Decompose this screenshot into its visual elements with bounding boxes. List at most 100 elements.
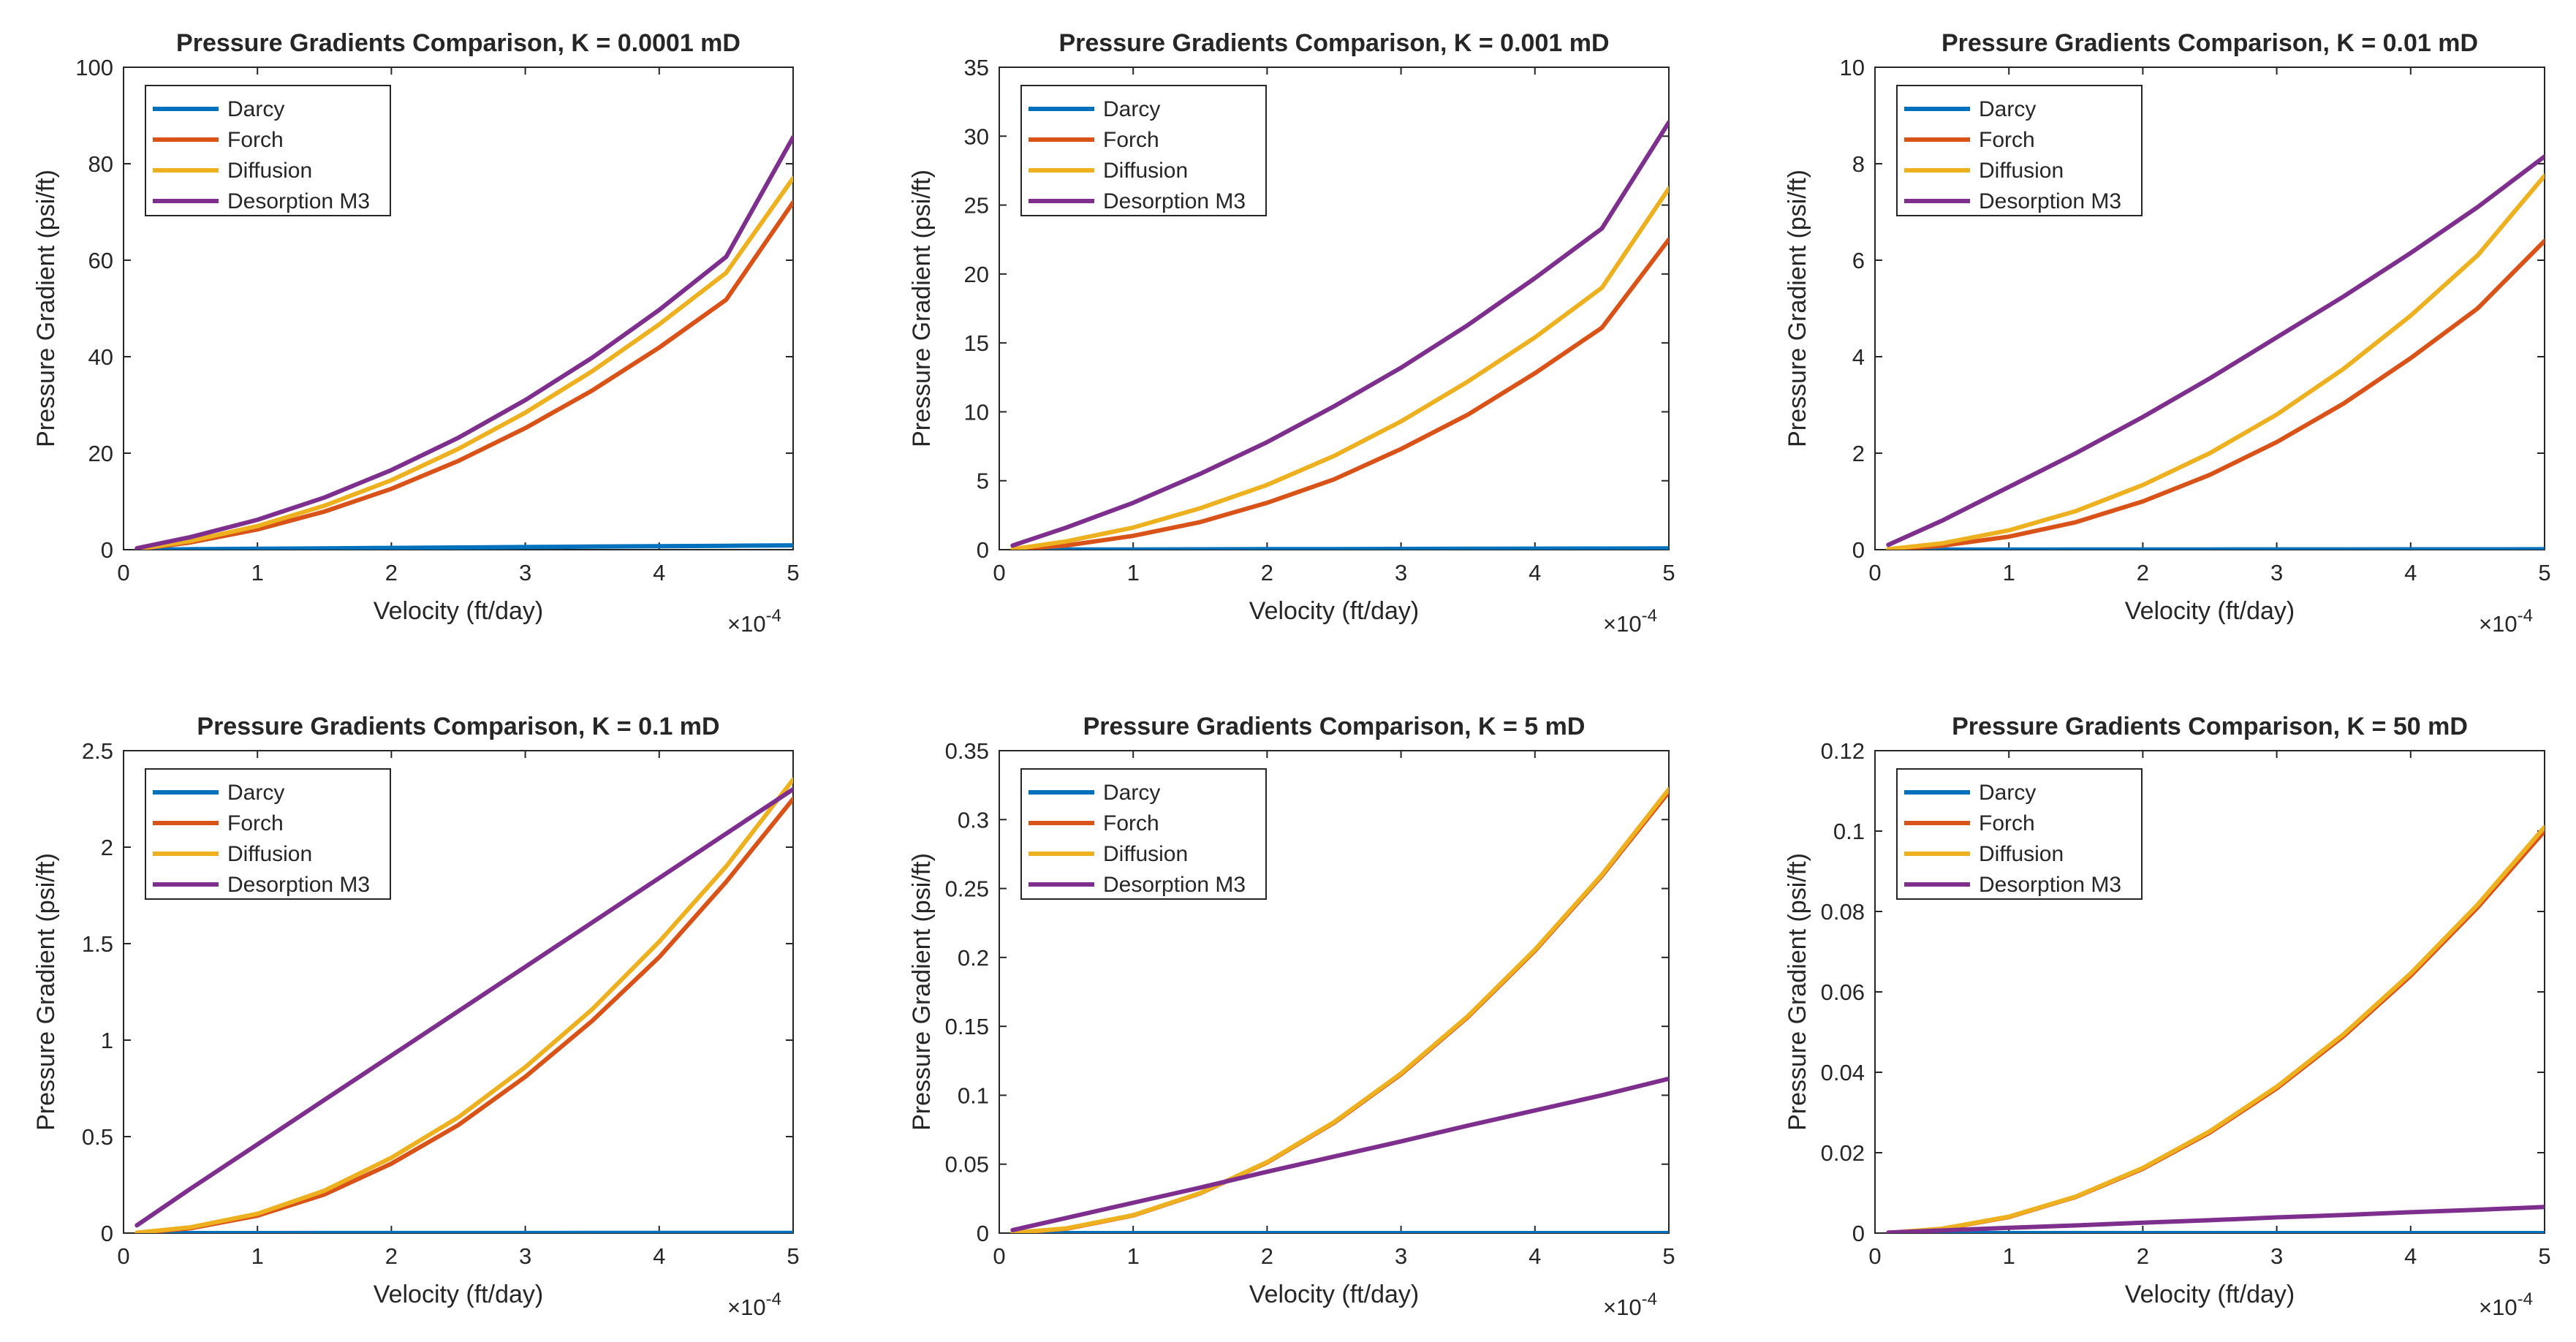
chart-panel-2: Pressure Gradients Comparison, K = 0.001… (908, 29, 1675, 637)
legend-entry: Diffusion (227, 842, 312, 866)
chart-title: Pressure Gradients Comparison, K = 0.1 m… (197, 713, 719, 740)
x-tick-label: 2 (385, 560, 398, 585)
y-tick-label: 0 (101, 537, 113, 563)
x-tick-label: 2 (1261, 560, 1273, 585)
y-tick-label: 0.08 (1821, 899, 1865, 925)
legend-entry: Darcy (1979, 781, 2036, 805)
y-tick-label: 30 (964, 124, 989, 149)
x-tick-label: 5 (787, 1243, 799, 1269)
x-exponent-power: -4 (1642, 1289, 1657, 1309)
series-line-forch (1886, 238, 2545, 550)
x-axis-label: Velocity (ft/day) (2125, 597, 2295, 625)
x-exponent-power: -4 (766, 606, 781, 626)
legend-entry: Diffusion (1103, 842, 1188, 866)
x-exponent-label: ×10-4 (727, 606, 781, 637)
y-tick-label: 20 (964, 262, 989, 287)
y-axis-label: Pressure Gradient (psi/ft) (1784, 853, 1811, 1131)
x-tick-label: 1 (2003, 560, 2015, 585)
chart-panel-3: Pressure Gradients Comparison, K = 0.01 … (1784, 29, 2551, 637)
legend: Darcy Forch Diffusion Desorption M3 (1020, 768, 1267, 900)
x-tick-label: 4 (1528, 1243, 1541, 1269)
legend: Darcy Forch Diffusion Desorption M3 (145, 85, 391, 216)
chart-title: Pressure Gradients Comparison, K = 50 mD (1952, 713, 2468, 740)
x-tick-label: 1 (1127, 560, 1140, 585)
series-line-darcy (1886, 547, 2545, 550)
chart-title: Pressure Gradients Comparison, K = 0.01 … (1942, 29, 2478, 57)
legend-entry: Forch (1979, 811, 2035, 835)
y-tick-label: 40 (88, 344, 113, 370)
x-tick-label: 2 (1261, 1243, 1273, 1269)
legend-entry: Darcy (227, 97, 284, 121)
y-tick-label: 5 (977, 469, 989, 494)
y-tick-label: 2.5 (82, 738, 113, 764)
x-exponent-base: ×10 (2479, 1294, 2518, 1320)
y-tick-label: 0 (977, 537, 989, 563)
x-tick-label: 3 (519, 560, 531, 585)
legend-entry: Forch (1979, 128, 2035, 152)
y-tick-label: 0 (1852, 1221, 1865, 1246)
y-tick-label: 0.3 (958, 807, 989, 833)
x-exponent-base: ×10 (1603, 611, 1642, 637)
legend: Darcy Forch Diffusion Desorption M3 (145, 768, 391, 900)
x-exponent-power: -4 (766, 1289, 781, 1309)
x-tick-label: 3 (519, 1243, 531, 1269)
x-tick-label: 3 (1395, 560, 1407, 585)
x-axis-label: Velocity (ft/day) (1249, 597, 1419, 625)
x-tick-label: 1 (1127, 1243, 1140, 1269)
series-line-desorption-m3 (1010, 1076, 1669, 1232)
x-tick-label: 1 (251, 1243, 264, 1269)
x-exponent-base: ×10 (727, 1294, 766, 1320)
x-exponent-power: -4 (2518, 1289, 2533, 1309)
y-tick-label: 60 (88, 248, 113, 273)
y-tick-label: 15 (964, 330, 989, 356)
x-axis-label: Velocity (ft/day) (374, 1281, 543, 1308)
y-tick-label: 0.04 (1821, 1060, 1865, 1085)
y-axis-label: Pressure Gradient (psi/ft) (908, 853, 936, 1131)
y-tick-label: 0 (101, 1221, 113, 1246)
y-axis-label: Pressure Gradient (psi/ft) (32, 170, 60, 447)
chart-title: Pressure Gradients Comparison, K = 0.001… (1058, 29, 1609, 57)
chart-panel-1: Pressure Gradients Comparison, K = 0.000… (32, 29, 800, 637)
series-line-diffusion (1010, 786, 1669, 1233)
y-tick-label: 0 (977, 1221, 989, 1246)
series-line-desorption-m3 (1886, 1205, 2545, 1233)
chart-title: Pressure Gradients Comparison, K = 5 mD (1083, 713, 1586, 740)
x-tick-label: 3 (2270, 1243, 2283, 1269)
legend-entry: Desorption M3 (227, 873, 370, 897)
legend-entry: Diffusion (1103, 159, 1188, 183)
y-tick-label: 35 (964, 55, 989, 80)
y-tick-label: 4 (1852, 344, 1865, 370)
y-tick-label: 20 (88, 441, 113, 466)
legend-entry: Desorption M3 (1979, 189, 2121, 213)
x-tick-label: 4 (2404, 1243, 2417, 1269)
chart-panel-4: Pressure Gradients Comparison, K = 0.1 m… (32, 713, 800, 1320)
series-line-diffusion (135, 777, 793, 1233)
series-line-diffusion (1886, 824, 2545, 1233)
x-tick-label: 2 (385, 1243, 398, 1269)
y-tick-label: 0.02 (1821, 1140, 1865, 1166)
y-tick-label: 2 (101, 835, 113, 860)
legend-entry: Darcy (1103, 97, 1160, 121)
x-exponent-base: ×10 (1603, 1294, 1642, 1320)
x-axis-label: Velocity (ft/day) (2125, 1281, 2295, 1308)
y-tick-label: 0.12 (1821, 738, 1865, 764)
chart-panel-5: Pressure Gradients Comparison, K = 5 mD 0… (908, 713, 1675, 1320)
x-axis-label: Velocity (ft/day) (1249, 1281, 1419, 1308)
x-tick-label: 5 (787, 560, 799, 585)
x-exponent-label: ×10-4 (727, 1289, 781, 1320)
y-tick-label: 10 (964, 399, 989, 425)
series-line-desorption-m3 (135, 786, 793, 1228)
x-tick-label: 2 (2137, 560, 2149, 585)
x-tick-label: 3 (2270, 560, 2283, 585)
legend-entry: Diffusion (1979, 159, 2064, 183)
legend-entry: Forch (1103, 128, 1159, 152)
legend-entry: Desorption M3 (1979, 873, 2121, 897)
y-tick-label: 0.06 (1821, 979, 1865, 1005)
chart-title: Pressure Gradients Comparison, K = 0.000… (176, 29, 740, 57)
y-tick-label: 0.05 (945, 1152, 989, 1178)
y-tick-label: 0 (1852, 537, 1865, 563)
x-exponent-label: ×10-4 (2479, 1289, 2533, 1320)
x-tick-label: 2 (2137, 1243, 2149, 1269)
x-tick-label: 0 (993, 560, 1005, 585)
